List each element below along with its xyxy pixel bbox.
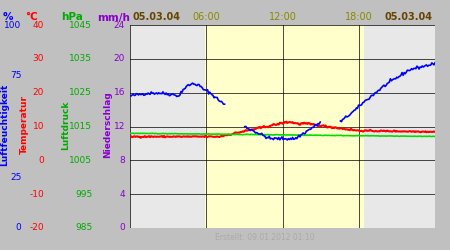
Text: 1005: 1005 [69, 156, 92, 165]
Text: 20: 20 [33, 88, 44, 97]
Text: 12:00: 12:00 [269, 12, 297, 22]
Text: -20: -20 [30, 224, 44, 232]
Text: 40: 40 [33, 20, 44, 30]
Text: 1045: 1045 [69, 20, 92, 30]
Text: 06:00: 06:00 [193, 12, 220, 22]
Text: 75: 75 [10, 71, 22, 80]
Text: 05.03.04: 05.03.04 [385, 12, 433, 22]
Text: 25: 25 [10, 173, 22, 182]
Text: -10: -10 [29, 190, 44, 199]
Text: 12: 12 [114, 122, 125, 131]
Text: 05.03.04: 05.03.04 [132, 12, 180, 22]
Text: 16: 16 [113, 88, 125, 97]
Text: 1035: 1035 [69, 54, 92, 63]
Text: Erstellt: 09.01.2012 01:10: Erstellt: 09.01.2012 01:10 [216, 233, 315, 242]
Text: 10: 10 [32, 122, 44, 131]
Text: mm/h: mm/h [97, 12, 130, 22]
Text: 985: 985 [75, 224, 92, 232]
Text: 8: 8 [119, 156, 125, 165]
Text: %: % [2, 12, 13, 22]
Bar [205, 25, 364, 228]
Text: 1015: 1015 [69, 122, 92, 131]
Text: Luftdruck: Luftdruck [61, 100, 70, 150]
Text: 18:00: 18:00 [345, 12, 373, 22]
Text: 0: 0 [38, 156, 44, 165]
Text: 100: 100 [4, 20, 22, 30]
Text: 0: 0 [119, 224, 125, 232]
Text: Temperatur: Temperatur [20, 96, 29, 154]
Text: hPa: hPa [61, 12, 83, 22]
Text: Luftfeuchtigkeit: Luftfeuchtigkeit [0, 84, 9, 166]
Text: 24: 24 [114, 20, 125, 30]
Text: 1025: 1025 [69, 88, 92, 97]
Text: 0: 0 [16, 224, 22, 232]
Text: °C: °C [25, 12, 37, 22]
Text: 4: 4 [120, 190, 125, 199]
Text: 995: 995 [75, 190, 92, 199]
Text: Niederschlag: Niederschlag [104, 92, 112, 158]
Text: 20: 20 [114, 54, 125, 63]
Text: 30: 30 [32, 54, 44, 63]
